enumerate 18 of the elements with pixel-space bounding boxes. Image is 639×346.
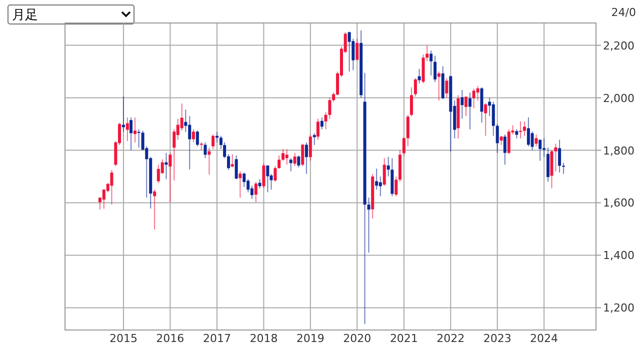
text: 24/0: [611, 6, 636, 19]
y-tick-label: 1,400: [603, 249, 634, 262]
x-tick-label: 2021: [390, 332, 418, 345]
x-tick-label: 2023: [483, 332, 512, 345]
x-tick-label: 2016: [156, 332, 184, 345]
text: 月足: [12, 8, 38, 23]
x-tick-label: 2022: [436, 332, 465, 345]
x-tick-label: 2018: [250, 332, 278, 345]
x-tick-label: 2019: [296, 332, 324, 345]
x-tick-label: 2020: [343, 332, 372, 345]
y-tick-label: 2,200: [603, 39, 634, 52]
y-tick-label: 1,600: [603, 196, 634, 210]
y-tick-label: 1,200: [603, 302, 634, 315]
x-tick-label: 2017: [203, 332, 232, 345]
x-tick-label: 2015: [109, 332, 138, 345]
x-tick-label: 2024: [530, 332, 558, 345]
y-tick-label: 2,000: [603, 92, 634, 105]
y-tick-label: 1,800: [603, 144, 634, 158]
